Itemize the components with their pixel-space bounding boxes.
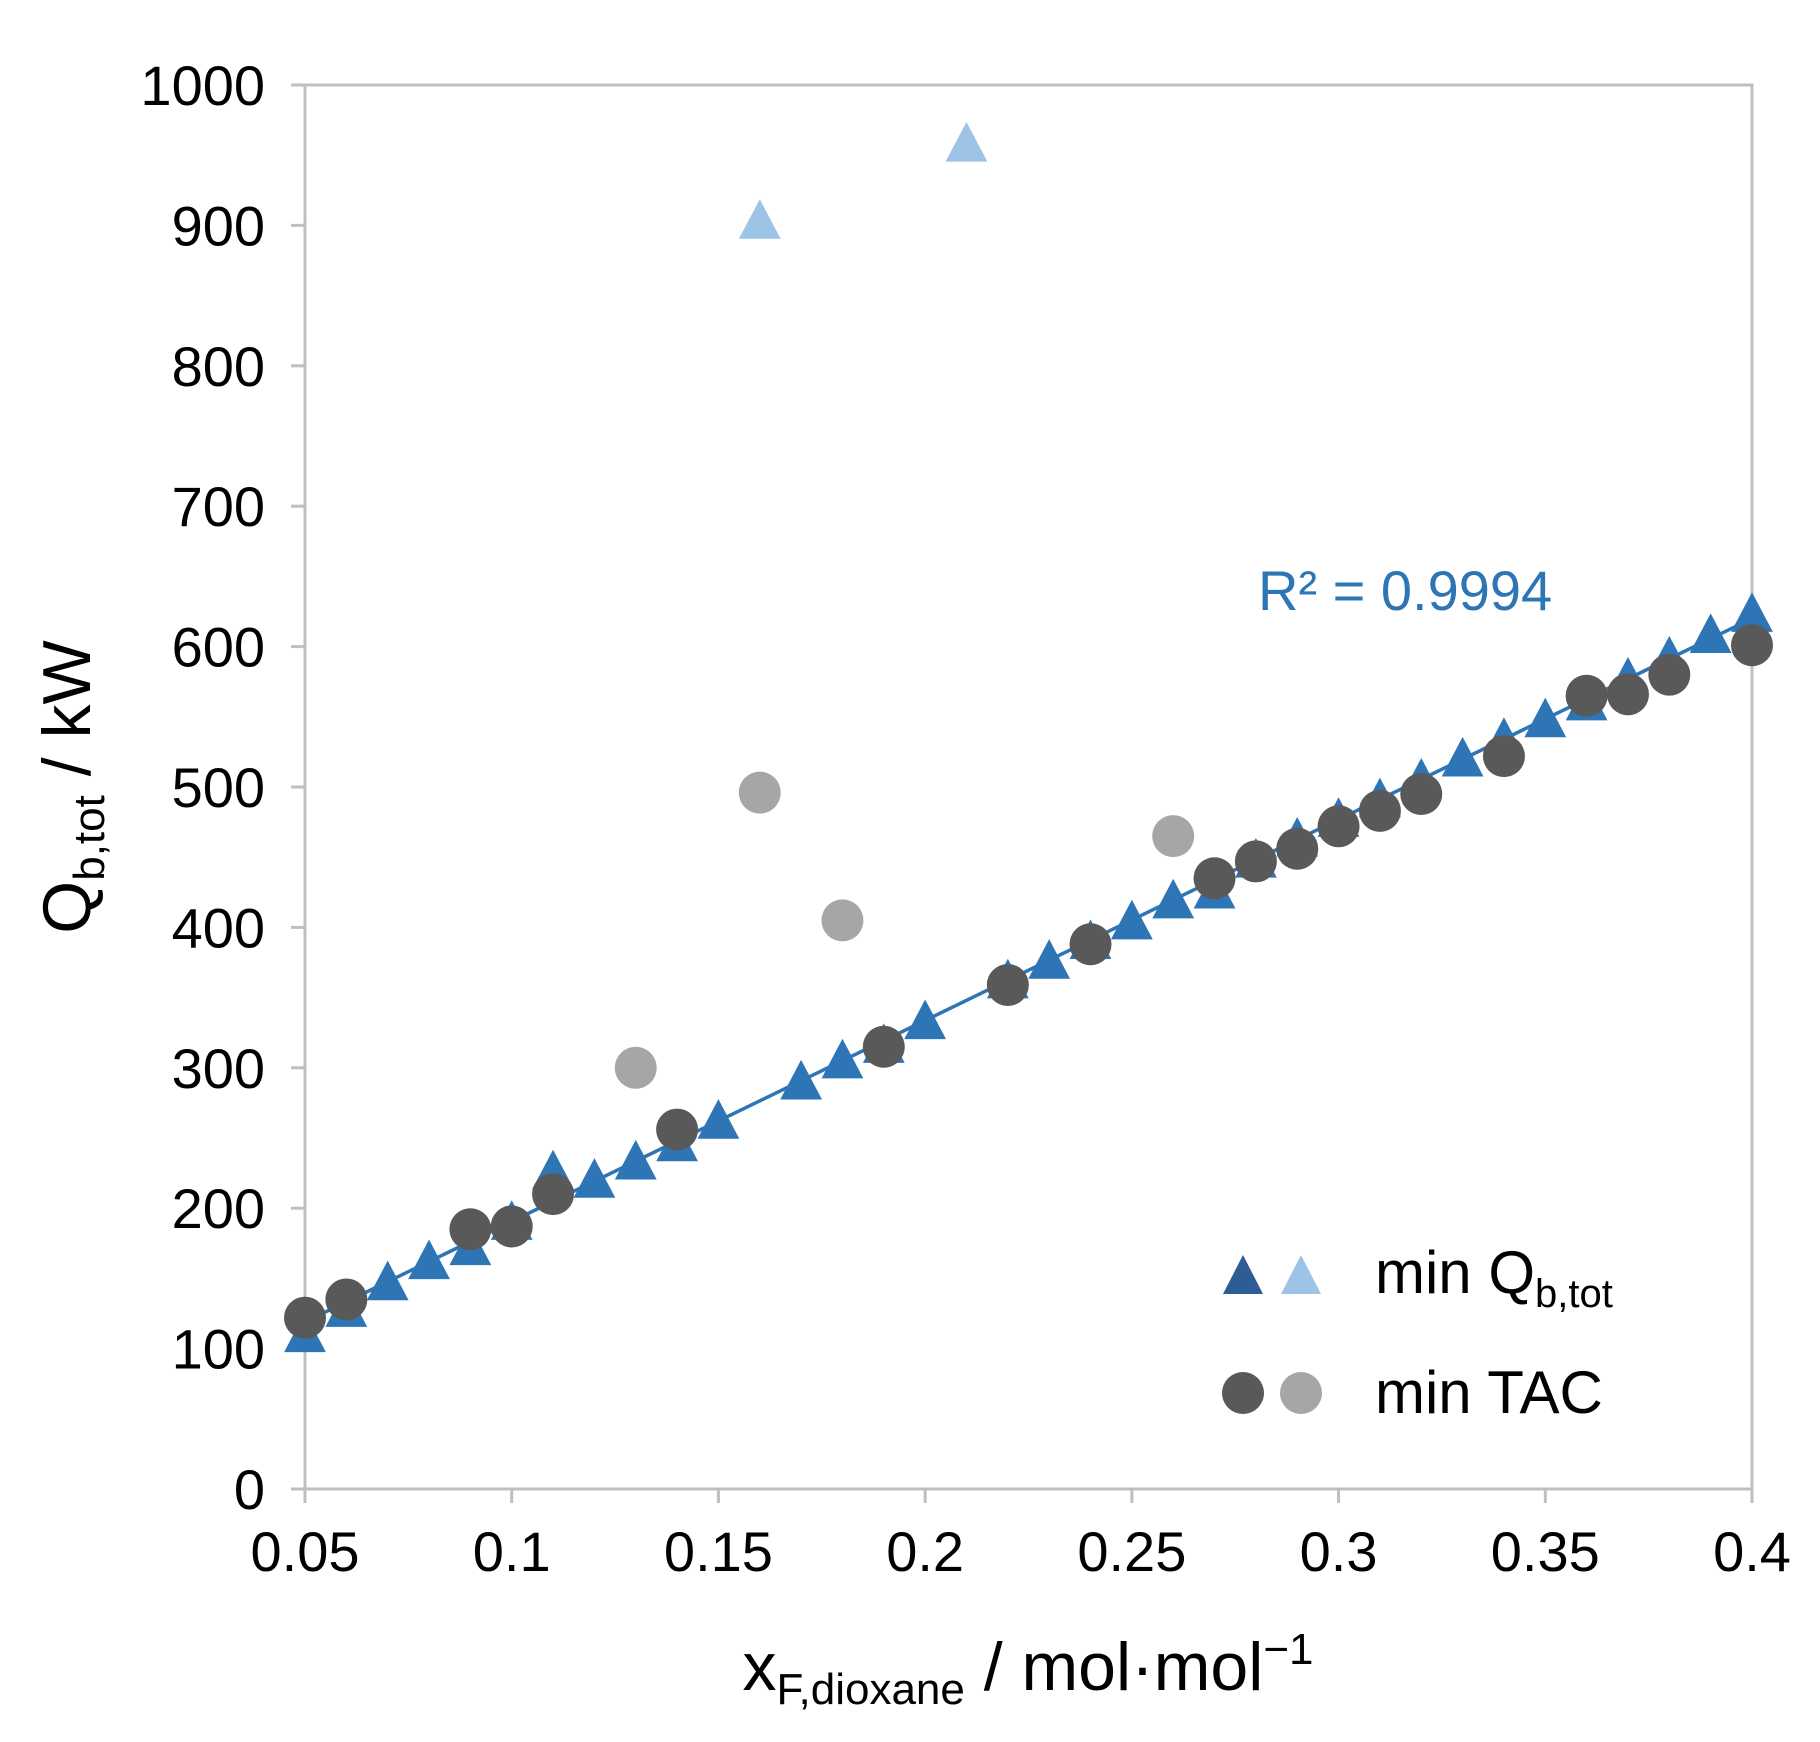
legend-circle-light (1280, 1372, 1322, 1414)
legend: min Qb,tot min TAC (1222, 1239, 1613, 1426)
y-tick-label: 900 (172, 194, 265, 257)
y-tick-label: 0 (234, 1458, 265, 1521)
y-axis-title-unit: / kW (29, 640, 105, 795)
data-point-triangle (366, 1260, 409, 1301)
x-axis-title: xF,dioxane / mol·mol−1 (743, 1625, 1314, 1714)
data-point-circle (1482, 735, 1525, 778)
data-point-triangle (1731, 592, 1773, 632)
data-point-circle (1606, 673, 1649, 716)
x-tick-label: 0.2 (886, 1520, 964, 1583)
r-squared-annotation: R² = 0.9994 (1258, 559, 1552, 622)
data-point-triangle (1152, 878, 1195, 919)
y-tick-label: 800 (172, 335, 265, 398)
data-point-circle (1152, 815, 1195, 858)
y-tick-label: 400 (172, 896, 265, 959)
data-point-triangle (1441, 736, 1484, 777)
data-point-triangle (780, 1059, 823, 1100)
data-point-circle (490, 1205, 533, 1248)
legend-label-min-tac: min TAC (1375, 1359, 1603, 1426)
y-axis-ticks: 0 100 200 300 400 500 600 700 800 900 1000 (140, 54, 305, 1521)
x-axis-title-superscript: −1 (1263, 1625, 1313, 1674)
x-tick-label: 0.4 (1713, 1520, 1791, 1583)
x-axis-title-main: x (743, 1629, 777, 1705)
data-point-circle (614, 1046, 657, 1089)
data-point-circle (1193, 857, 1236, 900)
y-tick-label: 500 (172, 756, 265, 819)
legend-triangle-dark (1223, 1255, 1263, 1294)
data-point-circle (1317, 805, 1360, 848)
data-point-circle (284, 1296, 326, 1339)
data-point-triangle (1524, 697, 1567, 738)
y-tick-label: 600 (172, 616, 265, 679)
data-point-circle (738, 771, 781, 814)
legend-label-main: min Q (1375, 1239, 1535, 1306)
x-tick-label: 0.15 (664, 1520, 773, 1583)
data-point-triangle (945, 121, 988, 162)
y-tick-label: 1000 (140, 54, 265, 117)
data-point-triangle (1028, 939, 1071, 979)
data-point-circle (1276, 827, 1319, 870)
data-point-triangle (1689, 613, 1732, 653)
data-point-triangle (1110, 899, 1153, 940)
x-axis-ticks: 0.05 0.1 0.15 0.2 0.25 0.3 0.35 0.4 (251, 1489, 1791, 1583)
data-point-triangle (408, 1239, 450, 1280)
data-point-circle (1358, 789, 1401, 832)
y-tick-label: 200 (172, 1177, 265, 1240)
data-point-triangle (821, 1038, 864, 1079)
data-point-circle (1234, 840, 1277, 883)
data-point-circle (532, 1173, 575, 1216)
data-point-circle (1400, 773, 1443, 816)
data-point-circle (986, 963, 1029, 1006)
legend-triangle-light (1281, 1255, 1321, 1294)
y-axis-title-subscript: b,tot (65, 795, 114, 881)
data-point-circle (1731, 624, 1773, 667)
y-axis-title: Qb,tot / kW (29, 640, 114, 933)
data-point-circle (821, 899, 864, 942)
data-point-circle (449, 1208, 492, 1251)
data-points-layer (284, 121, 1773, 1353)
x-tick-label: 0.1 (473, 1520, 551, 1583)
data-point-triangle (573, 1158, 616, 1198)
data-point-circle (862, 1025, 905, 1068)
data-point-circle (325, 1278, 368, 1321)
y-axis-title-main: Q (29, 881, 105, 934)
legend-circle-dark (1222, 1372, 1264, 1414)
data-point-triangle (738, 199, 781, 239)
y-tick-label: 300 (172, 1037, 265, 1100)
x-tick-label: 0.05 (251, 1520, 360, 1583)
x-tick-label: 0.35 (1491, 1520, 1600, 1583)
x-tick-label: 0.3 (1300, 1520, 1378, 1583)
data-point-triangle (614, 1139, 657, 1180)
data-point-triangle (697, 1099, 740, 1139)
data-point-triangle (904, 999, 947, 1040)
y-tick-label: 700 (172, 475, 265, 538)
data-point-circle (1069, 923, 1112, 966)
legend-label-min-qbtot: min Qb,tot (1375, 1239, 1613, 1316)
x-axis-title-subscript: F,dioxane (777, 1665, 965, 1714)
data-point-circle (656, 1108, 699, 1151)
data-point-circle (1565, 674, 1608, 717)
x-axis-title-unit: / mol·mol (965, 1629, 1263, 1705)
data-point-circle (1648, 653, 1691, 696)
legend-label-subscript: b,tot (1535, 1272, 1613, 1316)
x-tick-label: 0.25 (1077, 1520, 1186, 1583)
y-tick-label: 100 (172, 1318, 265, 1381)
